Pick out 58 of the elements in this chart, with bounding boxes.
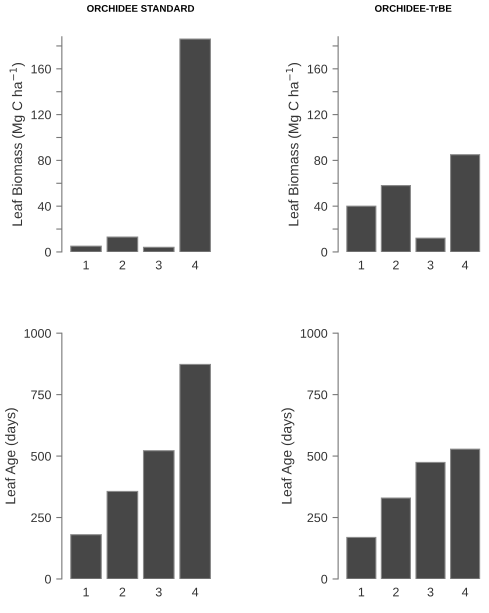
x-tick-label: 1 (84, 588, 89, 596)
y-tick-label: 120 (32, 110, 51, 120)
x-tick-label: 1 (358, 588, 364, 596)
x-tick-label: 2 (120, 260, 126, 270)
y-tick-label: 250 (31, 513, 51, 522)
y-tick-label: 1000 (24, 328, 51, 338)
bar (179, 364, 211, 579)
y-tick-label: 500 (307, 452, 328, 461)
bar (346, 536, 376, 579)
bar (142, 246, 175, 252)
bar (450, 448, 480, 579)
x-tick-label: 3 (156, 260, 162, 270)
x-tick-label: 1 (84, 260, 89, 270)
y-tick-label: 0 (44, 574, 51, 584)
y-tick-label: 750 (308, 390, 328, 400)
bar (415, 238, 446, 252)
x-tick-label: 3 (428, 588, 434, 596)
bar (70, 534, 102, 579)
y-axis-title: Leaf Age (days) (281, 408, 294, 504)
y-tick-label: 0 (321, 574, 328, 584)
x-tick-label: 4 (462, 588, 468, 596)
bar (179, 38, 211, 252)
bar (346, 206, 376, 252)
y-axis-title: Leaf Age (days) (5, 408, 18, 504)
x-tick-label: 3 (156, 588, 162, 596)
x-tick-label: 2 (393, 260, 399, 270)
x-tick-label: 2 (393, 588, 399, 596)
x-tick-label: 4 (192, 588, 198, 596)
bar (106, 236, 138, 252)
bar (380, 185, 411, 252)
chart-title: ORCHIDEE-TrBE (374, 4, 452, 12)
y-tick-label: 1000 (300, 328, 328, 338)
x-tick-label: 4 (462, 260, 468, 270)
chart-title: ORCHIDEE STANDARD (87, 4, 194, 12)
y-tick-label: 0 (321, 248, 328, 257)
y-tick-label: 160 (308, 64, 328, 74)
y-tick-label: 40 (314, 202, 328, 211)
bar (380, 498, 411, 579)
y-tick-label: 120 (308, 110, 328, 120)
x-tick-label: 3 (428, 260, 434, 270)
y-tick-label: 80 (314, 156, 328, 166)
x-tick-label: 1 (358, 260, 364, 270)
bar (70, 246, 102, 252)
y-tick-label: 80 (38, 156, 51, 166)
y-tick-label: 160 (32, 64, 51, 74)
y-axis-title: Leaf Biomass (Mg C ha$^{−1}$) (286, 62, 302, 226)
y-axis-title: Leaf Biomass (Mg C ha$^{−1}$) (10, 62, 25, 226)
x-tick-label: 2 (120, 588, 126, 596)
x-tick-label: 4 (192, 260, 198, 270)
bar (142, 450, 175, 579)
y-tick-label: 500 (31, 452, 51, 461)
y-tick-label: 40 (38, 202, 51, 211)
bar (106, 490, 138, 579)
y-tick-label: 750 (31, 390, 51, 400)
y-tick-label: 250 (307, 513, 328, 522)
y-tick-label: 0 (44, 248, 51, 257)
bar (450, 154, 480, 252)
bar (415, 462, 446, 579)
